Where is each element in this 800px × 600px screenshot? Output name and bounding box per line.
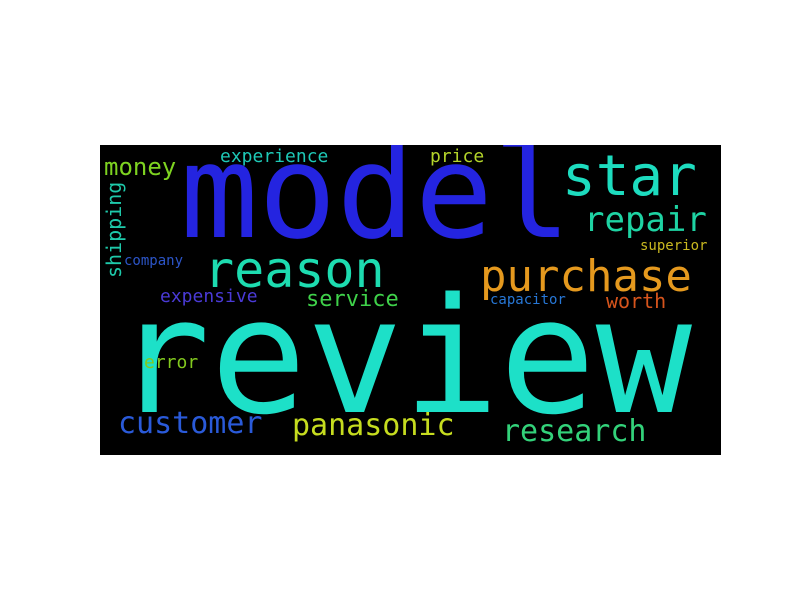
word-purchase: purchase bbox=[480, 251, 692, 302]
word-superior: superior bbox=[640, 238, 708, 254]
word-expensive: expensive bbox=[160, 286, 258, 307]
word-company: company bbox=[124, 253, 184, 269]
word-shipping: shipping bbox=[102, 181, 126, 278]
word-money: money bbox=[104, 153, 177, 181]
word-error: error bbox=[144, 352, 199, 373]
word-capacitor: capacitor bbox=[490, 292, 566, 308]
word-reason: reason bbox=[204, 241, 385, 299]
word-research: research bbox=[502, 414, 647, 449]
word-panasonic: panasonic bbox=[292, 408, 455, 443]
word-price: price bbox=[430, 146, 485, 167]
word-review: review bbox=[114, 263, 692, 450]
word-star: star bbox=[562, 145, 697, 209]
word-experience: experience bbox=[220, 146, 329, 167]
word-repair: repair bbox=[584, 200, 707, 240]
word-model: model bbox=[180, 145, 572, 268]
word-service: service bbox=[306, 287, 399, 312]
word-cloud: model review star reason purchase repair… bbox=[100, 145, 721, 455]
word-customer: customer bbox=[118, 406, 263, 441]
word-worth: worth bbox=[606, 289, 667, 313]
